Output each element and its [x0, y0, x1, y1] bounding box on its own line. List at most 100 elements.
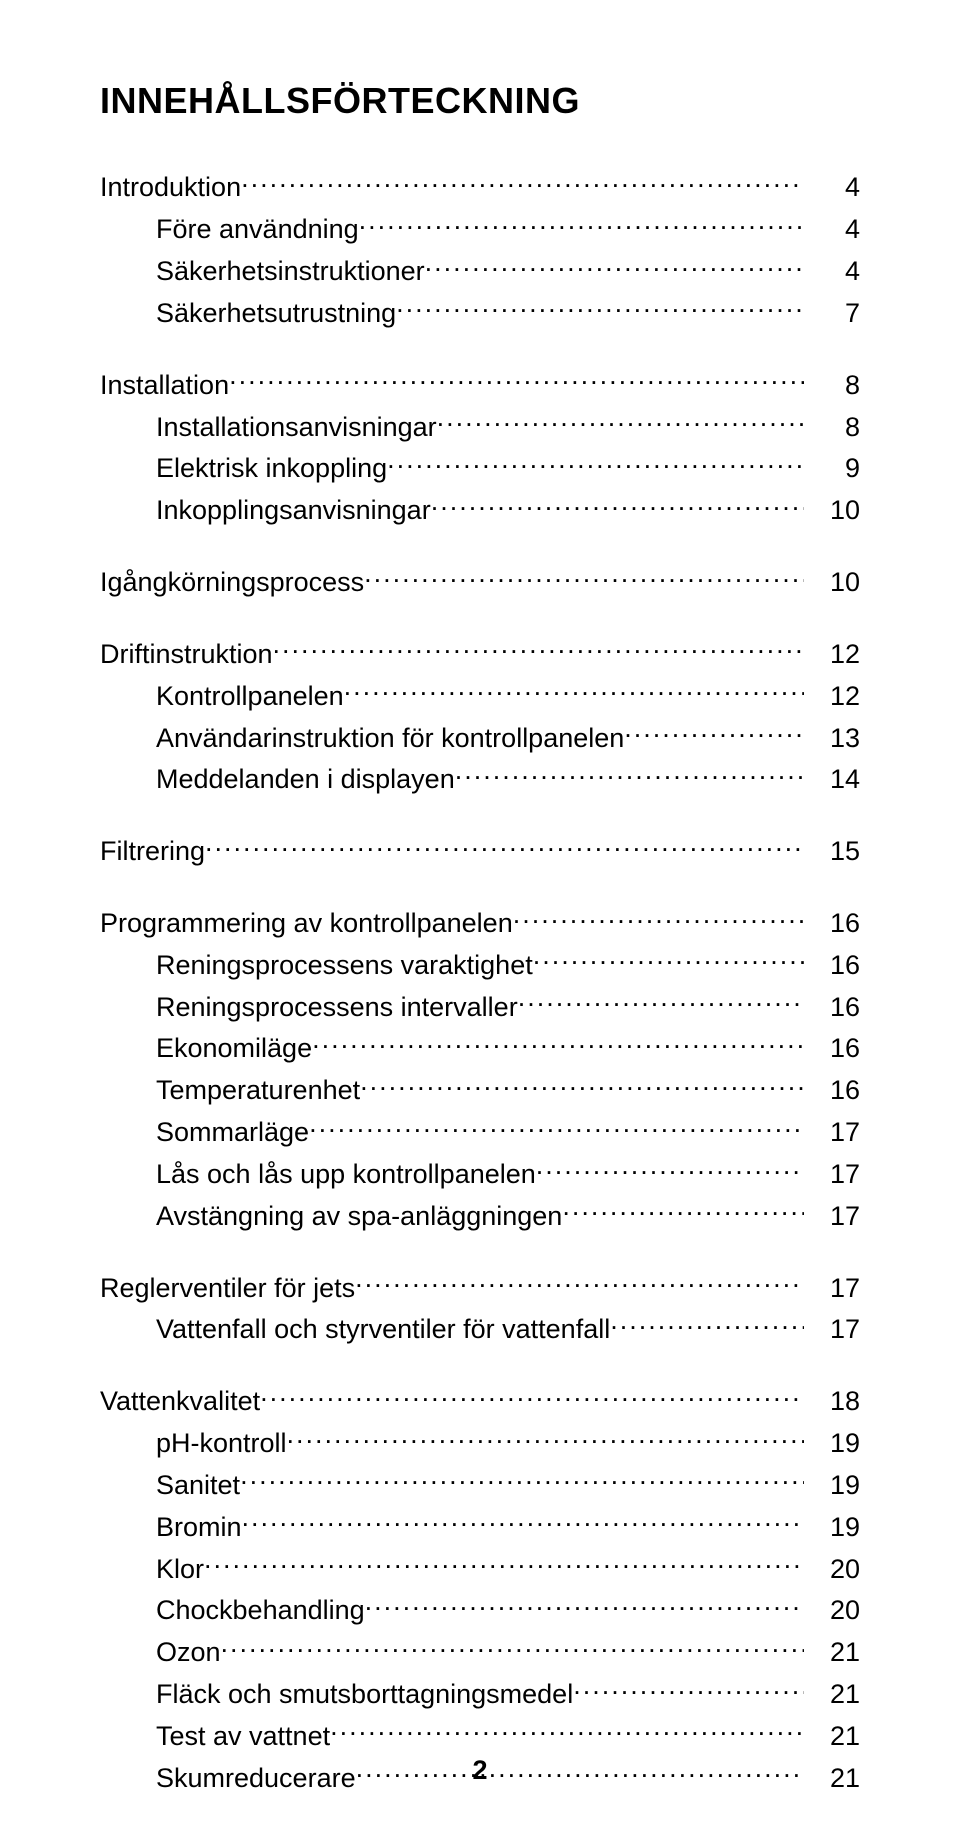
- toc-label: Meddelanden i displayen: [100, 761, 455, 797]
- toc-row: Test av vattnet 21: [100, 1713, 860, 1755]
- toc-label: Avstängning av spa-anläggningen: [100, 1198, 562, 1234]
- toc-row: Klor 20: [100, 1545, 860, 1587]
- toc-leader-dots: [309, 1109, 804, 1141]
- toc-row: Före användning4: [100, 206, 860, 248]
- toc-label: Installationsanvisningar: [100, 409, 437, 445]
- toc-leader-dots: [573, 1671, 804, 1703]
- table-of-contents: Introduktion4Före användning4Säkerhetsin…: [100, 164, 860, 1796]
- group-spacer: [100, 529, 860, 559]
- toc-page-number: 12: [804, 678, 860, 714]
- toc-page-number: 20: [804, 1592, 860, 1628]
- toc-page-number: 17: [804, 1311, 860, 1347]
- toc-leader-dots: [425, 248, 804, 280]
- toc-row: Inkopplingsanvisningar 10: [100, 487, 860, 529]
- toc-row: Vattenfall och styrventiler för vattenfa…: [100, 1306, 860, 1348]
- toc-leader-dots: [518, 983, 804, 1015]
- toc-page-number: 16: [804, 1072, 860, 1108]
- toc-row: Meddelanden i displayen 14: [100, 756, 860, 798]
- toc-label: Test av vattnet: [100, 1718, 330, 1754]
- toc-label: Vattenfall och styrventiler för vattenfa…: [100, 1311, 610, 1347]
- toc-row: Säkerhetsinstruktioner 4: [100, 248, 860, 290]
- toc-leader-dots: [312, 1025, 804, 1057]
- toc-leader-dots: [364, 559, 804, 591]
- toc-label: Programmering av kontrollpanelen: [100, 905, 513, 941]
- toc-page-number: 21: [804, 1718, 860, 1754]
- toc-leader-dots: [355, 1264, 804, 1296]
- toc-page-number: 21: [804, 1634, 860, 1670]
- toc-leader-dots: [221, 1629, 804, 1661]
- toc-label: Före användning: [100, 211, 359, 247]
- toc-label: Inkopplingsanvisningar: [100, 492, 431, 528]
- toc-page-number: 16: [804, 989, 860, 1025]
- toc-label: Sommarläge: [100, 1114, 309, 1150]
- toc-page-number: 10: [804, 564, 860, 600]
- toc-leader-dots: [204, 1545, 804, 1577]
- toc-row: Driftinstruktion 12: [100, 630, 860, 672]
- toc-leader-dots: [610, 1306, 804, 1338]
- toc-row: Reningsprocessens intervaller16: [100, 983, 860, 1025]
- toc-leader-dots: [260, 1378, 804, 1410]
- toc-leader-dots: [396, 289, 804, 321]
- toc-row: Installation 8: [100, 361, 860, 403]
- toc-label: Chockbehandling: [100, 1592, 365, 1628]
- toc-leader-dots: [533, 941, 804, 973]
- toc-page-number: 20: [804, 1551, 860, 1587]
- toc-leader-dots: [359, 206, 804, 238]
- toc-page-number: 8: [804, 367, 860, 403]
- toc-label: Elektrisk inkoppling: [100, 450, 387, 486]
- toc-leader-dots: [513, 900, 804, 932]
- toc-label: Driftinstruktion: [100, 636, 273, 672]
- toc-label: Ekonomiläge: [100, 1030, 312, 1066]
- toc-row: Kontrollpanelen12: [100, 672, 860, 714]
- toc-row: Reningsprocessens varaktighet16: [100, 941, 860, 983]
- toc-row: Ozon21: [100, 1629, 860, 1671]
- toc-page-number: 13: [804, 720, 860, 756]
- toc-label: Sanitet: [100, 1467, 240, 1503]
- toc-page-number: 21: [804, 1676, 860, 1712]
- toc-page-number: 16: [804, 1030, 860, 1066]
- toc-row: Installationsanvisningar8: [100, 403, 860, 445]
- toc-row: Introduktion 4: [100, 164, 860, 206]
- group-spacer: [100, 1348, 860, 1378]
- toc-row: Igångkörningsprocess10: [100, 559, 860, 601]
- toc-page-number: 18: [804, 1383, 860, 1419]
- toc-row: Säkerhetsutrustning7: [100, 289, 860, 331]
- toc-page-number: 9: [804, 450, 860, 486]
- toc-row: Ekonomiläge 16: [100, 1025, 860, 1067]
- toc-label: Filtrering: [100, 833, 205, 869]
- toc-page-number: 14: [804, 761, 860, 797]
- toc-page-number: 16: [804, 905, 860, 941]
- toc-page-number: 17: [804, 1156, 860, 1192]
- toc-leader-dots: [536, 1151, 804, 1183]
- toc-leader-dots: [562, 1192, 804, 1224]
- toc-leader-dots: [242, 1503, 804, 1535]
- toc-leader-dots: [273, 630, 804, 662]
- toc-label: Introduktion: [100, 169, 241, 205]
- toc-label: Klor: [100, 1551, 204, 1587]
- toc-label: Säkerhetsinstruktioner: [100, 253, 425, 289]
- toc-row: Fläck och smutsborttagningsmedel21: [100, 1671, 860, 1713]
- toc-row: Lås och lås upp kontrollpanelen 17: [100, 1151, 860, 1193]
- toc-page-number: 19: [804, 1509, 860, 1545]
- group-spacer: [100, 600, 860, 630]
- toc-label: Lås och lås upp kontrollpanelen: [100, 1156, 536, 1192]
- toc-leader-dots: [624, 714, 804, 746]
- toc-leader-dots: [287, 1420, 804, 1452]
- toc-page-number: 12: [804, 636, 860, 672]
- toc-page-number: 19: [804, 1467, 860, 1503]
- toc-row: Filtrering15: [100, 828, 860, 870]
- toc-page-number: 10: [804, 492, 860, 528]
- toc-page-number: 4: [804, 169, 860, 205]
- group-spacer: [100, 870, 860, 900]
- toc-row: Bromin19: [100, 1503, 860, 1545]
- toc-page-number: 19: [804, 1425, 860, 1461]
- toc-label: Säkerhetsutrustning: [100, 295, 396, 331]
- toc-row: Sommarläge17: [100, 1109, 860, 1151]
- toc-leader-dots: [431, 487, 804, 519]
- toc-leader-dots: [240, 1462, 804, 1494]
- toc-page-number: 4: [804, 253, 860, 289]
- page-title: INNEHÅLLSFÖRTECKNING: [100, 80, 860, 122]
- toc-leader-dots: [229, 361, 804, 393]
- toc-leader-dots: [360, 1067, 804, 1099]
- toc-label: Installation: [100, 367, 229, 403]
